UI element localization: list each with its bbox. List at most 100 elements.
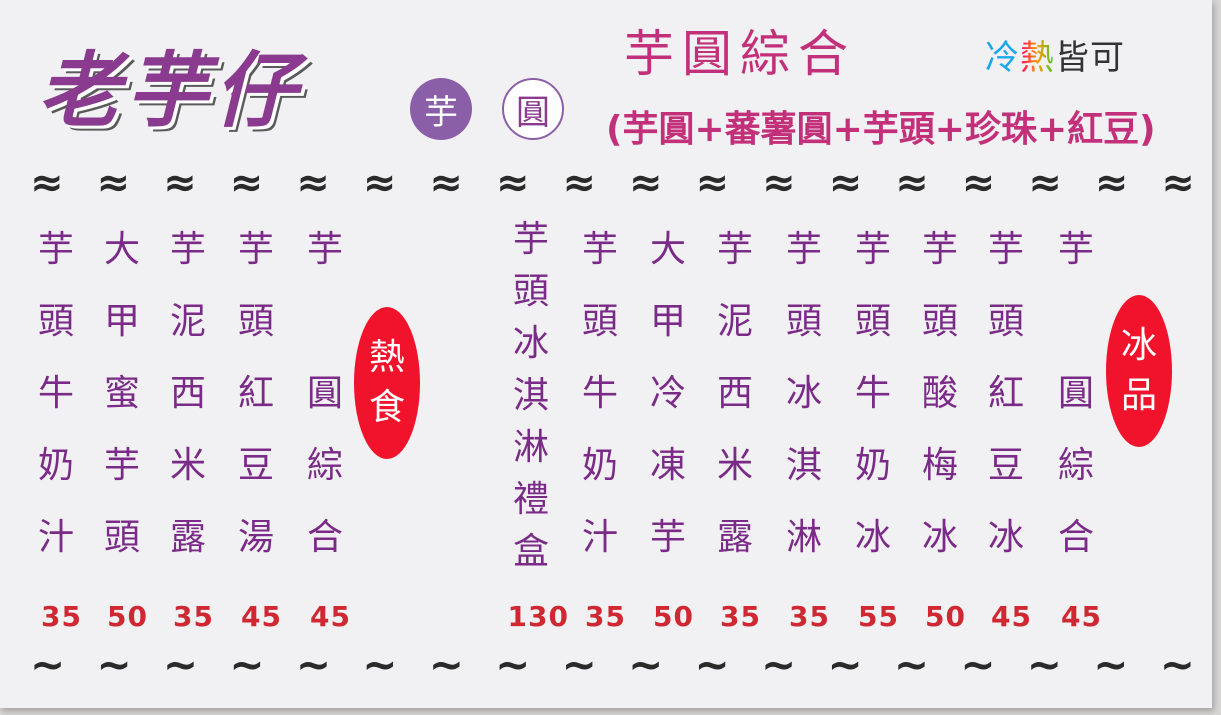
wave-glyph: ~ xyxy=(1093,640,1129,689)
wave-glyph: ~ xyxy=(893,640,930,689)
ice-price-4: 35 xyxy=(720,600,761,633)
menu-char: 奶 xyxy=(582,445,619,486)
wave-glyph: ≈ xyxy=(1094,160,1129,206)
menu-char: 芋 xyxy=(786,229,823,270)
wave-glyph: ~ xyxy=(362,640,398,689)
menu-char: 西 xyxy=(170,373,207,414)
wave-glyph: ≈ xyxy=(96,160,131,206)
ice-item-3: 大甲冷凍芋 xyxy=(650,214,686,574)
badge-yu: 芋 xyxy=(410,78,472,140)
wave-glyph: ≈ xyxy=(495,160,530,206)
wave-glyph: ≈ xyxy=(163,160,197,206)
hot-food-char-2: 食 xyxy=(368,387,405,428)
wave-glyph: ~ xyxy=(960,640,996,689)
menu-char: 西 xyxy=(717,373,754,414)
menu-char: 頭 xyxy=(855,301,892,342)
hot-item-5: 芋圓綜合 xyxy=(307,214,343,574)
menu-char: 頭 xyxy=(104,517,141,558)
either-label: 皆可 xyxy=(1055,38,1125,78)
menu-char: 冰 xyxy=(922,517,959,558)
menu-char: 合 xyxy=(1058,517,1095,558)
ice-price-7: 50 xyxy=(925,600,966,633)
ice-char-1: 冰 xyxy=(1120,324,1157,366)
menu-char: 頭 xyxy=(238,301,275,342)
wave-glyph: ~ xyxy=(694,640,730,689)
menu-char: 冰 xyxy=(988,517,1025,558)
menu-char: 淇 xyxy=(786,445,823,486)
menu-char: 紅 xyxy=(238,373,275,414)
menu-char: 梅 xyxy=(922,445,959,486)
menu-char: 米 xyxy=(717,445,754,486)
ice-item-5: 芋頭冰淇淋 xyxy=(786,214,822,574)
menu-char: 芋 xyxy=(988,229,1025,270)
wave-glyph: ≈ xyxy=(961,160,996,206)
menu-char: 凍 xyxy=(650,445,687,486)
menu-char: 頭 xyxy=(38,301,75,342)
divider-bottom: ~ ~ ~ ~ ~ ~ ~ ~ ~ ~ ~ ~ ~ ~ ~ ~ ~ ~ xyxy=(30,644,1195,686)
wave-glyph: ~ xyxy=(96,640,132,689)
menu-char: 冰 xyxy=(855,517,892,558)
wave-glyph: ~ xyxy=(428,640,464,689)
wave-glyph: ~ xyxy=(628,640,664,689)
menu-char: 芋 xyxy=(855,229,892,270)
hot-item-4: 芋頭紅豆湯 xyxy=(238,214,274,574)
divider-top: ≈ ≈ ≈ ≈ ≈ ≈ ≈ ≈ ≈ ≈ ≈ ≈ ≈ ≈ ≈ ≈ ≈ ≈ xyxy=(30,163,1195,203)
menu-char: 芋 xyxy=(170,229,207,270)
ice-char-2: 品 xyxy=(1120,375,1157,416)
menu-char: 芋 xyxy=(104,445,141,486)
hot-item-2: 大甲蜜芋頭 xyxy=(104,214,140,574)
wave-glyph: ~ xyxy=(30,640,66,689)
ice-item-4: 芋泥西米露 xyxy=(717,214,753,574)
wave-glyph: ≈ xyxy=(1028,160,1062,206)
hot-cold-note: 冷熱皆可 xyxy=(985,30,1125,79)
menu-char: 湯 xyxy=(238,517,275,558)
ice-price-1: 130 xyxy=(507,600,569,633)
wave-glyph: ~ xyxy=(1159,640,1195,689)
ice-price-6: 55 xyxy=(858,600,899,633)
wave-glyph: ~ xyxy=(229,640,265,689)
menu-char: 泥 xyxy=(170,301,207,342)
menu-char: 綜 xyxy=(307,445,344,486)
ice-badge: 冰 品 xyxy=(1106,295,1172,447)
wave-glyph: ~ xyxy=(827,640,863,689)
hot-price-2: 50 xyxy=(107,600,148,633)
menu-char: 冰 xyxy=(513,323,550,364)
hot-food-badge: 熱 食 xyxy=(354,307,420,459)
menu-char: 芋 xyxy=(307,229,344,270)
wave-glyph: ≈ xyxy=(628,160,663,206)
menu-char: 牛 xyxy=(582,373,619,414)
ingredients-note: (芋圓+蕃薯圓+芋頭+珍珠+紅豆) xyxy=(606,109,1156,150)
ice-item-8: 芋頭紅豆冰 xyxy=(988,214,1024,574)
menu-char: 芋 xyxy=(513,219,550,260)
cold-label: 冷 xyxy=(985,38,1020,78)
menu-char: 芋 xyxy=(1058,229,1095,270)
menu-char: 頭 xyxy=(582,301,619,342)
ice-item-7: 芋頭酸梅冰 xyxy=(922,214,958,574)
menu-char: 芋 xyxy=(38,229,75,270)
ice-price-3: 50 xyxy=(653,600,694,633)
menu-char: 頭 xyxy=(786,301,823,342)
menu-char: 泥 xyxy=(717,301,754,342)
menu-char: 綜 xyxy=(1058,445,1095,486)
menu-char: 頭 xyxy=(513,271,550,312)
menu-char: 奶 xyxy=(855,445,892,486)
wave-glyph: ~ xyxy=(760,640,797,689)
menu-char: 芋 xyxy=(650,517,687,558)
hot-item-1: 芋頭牛奶汁 xyxy=(38,214,74,574)
badge-yuan: 圓 xyxy=(502,78,564,140)
wave-glyph: ~ xyxy=(295,640,332,689)
wave-glyph: ≈ xyxy=(30,160,64,206)
menu-char: 淋 xyxy=(513,427,550,468)
ice-price-9: 45 xyxy=(1061,600,1102,633)
hot-label: 熱 xyxy=(1020,38,1055,78)
menu-char: 合 xyxy=(307,517,344,558)
wave-glyph: ≈ xyxy=(362,160,397,206)
ice-item-9: 芋圓綜合 xyxy=(1058,214,1094,574)
menu-char: 甲 xyxy=(104,301,141,342)
ice-item-6: 芋頭牛奶冰 xyxy=(855,214,891,574)
wave-glyph: ≈ xyxy=(296,160,330,206)
wave-glyph: ≈ xyxy=(828,160,863,206)
menu-char: 芋 xyxy=(922,229,959,270)
hot-price-1: 35 xyxy=(41,600,82,633)
menu-char: 露 xyxy=(170,517,207,558)
